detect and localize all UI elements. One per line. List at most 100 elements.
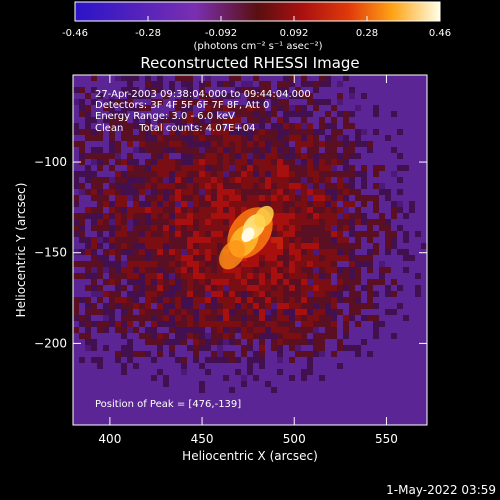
heat-cell	[235, 105, 242, 112]
heat-cell	[235, 423, 242, 425]
heat-cell	[349, 135, 356, 142]
heat-cell	[145, 291, 152, 298]
heat-cell	[175, 147, 182, 154]
heat-cell	[397, 141, 404, 148]
heat-cell	[337, 339, 344, 346]
heat-cell	[145, 195, 152, 202]
heat-cell	[193, 291, 200, 298]
heat-cell	[115, 207, 122, 214]
heat-cell	[133, 423, 140, 425]
heat-cell	[343, 177, 350, 184]
heat-cell	[391, 141, 398, 148]
heat-cell	[337, 315, 344, 322]
heat-cell	[79, 345, 86, 352]
heat-cell	[205, 357, 212, 364]
heat-cell	[235, 81, 242, 88]
heat-cell	[289, 357, 296, 364]
heat-cell	[277, 87, 284, 94]
heat-cell	[223, 105, 230, 112]
heat-cell	[403, 195, 410, 202]
heat-cell	[415, 75, 422, 82]
heat-cell	[379, 357, 386, 364]
heat-cell	[175, 333, 182, 340]
heat-cell	[283, 417, 290, 424]
heat-cell	[385, 255, 392, 262]
heat-cell	[199, 267, 206, 274]
heat-cell	[343, 273, 350, 280]
heat-cell	[367, 249, 374, 256]
heat-cell	[133, 105, 140, 112]
heat-cell	[187, 219, 194, 226]
heat-cell	[133, 405, 140, 412]
heat-cell	[205, 279, 212, 286]
heat-cell	[331, 225, 338, 232]
heat-cell	[361, 153, 368, 160]
heat-cell	[247, 333, 254, 340]
heat-cell	[295, 285, 302, 292]
heat-cell	[259, 315, 266, 322]
heat-cell	[91, 141, 98, 148]
heat-cell	[85, 195, 92, 202]
heat-cell	[169, 177, 176, 184]
heat-cell	[385, 201, 392, 208]
heat-cell	[169, 81, 176, 88]
heat-cell	[301, 231, 308, 238]
heat-cell	[271, 195, 278, 202]
heat-cell	[163, 177, 170, 184]
heat-cell	[325, 267, 332, 274]
heat-cell	[349, 327, 356, 334]
heat-cell	[145, 87, 152, 94]
heat-cell	[211, 291, 218, 298]
heat-cell	[139, 123, 146, 130]
annotation-energy-range: Energy Range: 3.0 - 6.0 keV	[95, 111, 235, 122]
heat-cell	[79, 369, 86, 376]
heat-cell	[325, 153, 332, 160]
heat-cell	[355, 93, 362, 100]
heat-cell	[409, 351, 416, 358]
heat-cell	[235, 399, 242, 406]
heat-cell	[127, 183, 134, 190]
heat-cell	[343, 333, 350, 340]
heat-cell	[175, 135, 182, 142]
heat-cell	[181, 285, 188, 292]
heat-cell	[235, 87, 242, 94]
heat-cell	[79, 147, 86, 154]
heat-cell	[139, 351, 146, 358]
heat-cell	[415, 405, 422, 412]
heat-cell	[397, 333, 404, 340]
heat-cell	[163, 315, 170, 322]
heat-cell	[85, 117, 92, 124]
heat-cell	[115, 195, 122, 202]
heat-cell	[307, 423, 314, 425]
heat-cell	[397, 195, 404, 202]
heat-cell	[85, 87, 92, 94]
heat-cell	[325, 243, 332, 250]
heat-cell	[313, 207, 320, 214]
heat-cell	[151, 417, 158, 424]
heat-cell	[145, 255, 152, 262]
heat-cell	[337, 153, 344, 160]
heat-cell	[133, 171, 140, 178]
heat-cell	[151, 309, 158, 316]
heat-cell	[361, 351, 368, 358]
heat-cell	[283, 183, 290, 190]
heat-cell	[367, 165, 374, 172]
heat-cell	[163, 261, 170, 268]
heat-cell	[391, 243, 398, 250]
heat-cell	[421, 111, 427, 118]
heat-cell	[421, 339, 427, 346]
heat-cell	[85, 159, 92, 166]
heat-cell	[193, 213, 200, 220]
heat-cell	[193, 195, 200, 202]
heat-cell	[385, 105, 392, 112]
heat-cell	[373, 285, 380, 292]
heat-cell	[385, 291, 392, 298]
heat-cell	[163, 327, 170, 334]
heat-cell	[97, 159, 104, 166]
heat-cell	[199, 231, 206, 238]
heat-cell	[349, 423, 356, 425]
heat-cell	[301, 399, 308, 406]
heat-cell	[127, 177, 134, 184]
heat-cell	[205, 381, 212, 388]
heat-cell	[391, 381, 398, 388]
